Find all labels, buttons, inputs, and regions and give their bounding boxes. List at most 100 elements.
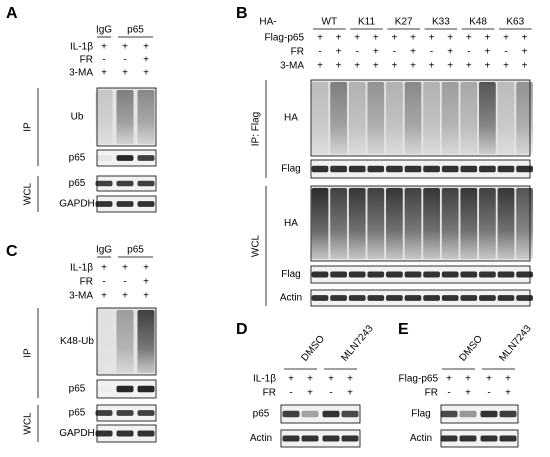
blot-label: HA [284,218,298,229]
blot-label: GAPDH [59,428,95,439]
panel: D DMSO MLN7243 IL-1β + + + + FR - + - + p65 Actin [236,321,376,448]
condition-sign: + [410,61,416,72]
blot-band [137,180,155,187]
group-label: WCL [251,234,262,257]
condition-sign: + [410,47,416,58]
condition-label: FR [263,388,276,399]
lane-header: WT [322,17,338,28]
blot-band [386,271,403,278]
blot-label: HA [284,113,298,124]
blot-smear [479,82,496,154]
condition-sign: + [410,33,416,44]
blot-band [116,430,134,437]
condition-label: FR [425,388,438,399]
lane-header: K27 [395,17,413,28]
condition-sign: + [354,61,360,72]
blot-band [282,410,300,418]
condition-sign: + [447,33,453,44]
condition-sign: - [123,55,126,66]
condition-sign: - [102,277,105,288]
condition-sign: + [505,374,511,385]
blot-band [404,271,422,278]
condition-sign: + [466,33,472,44]
blot-smear [330,188,347,259]
blot-band [497,271,515,278]
condition-sign: + [101,263,107,274]
lane-header: DMSO [299,333,327,363]
condition-sign: + [447,61,453,72]
condition-label: FR [80,55,93,66]
blot-smear [423,82,440,154]
condition-sign: + [122,263,128,274]
blot-band [460,165,478,173]
blot-band [404,295,422,301]
blot-band [516,271,533,278]
condition-sign: + [347,374,353,385]
blot-band [441,271,459,278]
blot-band [460,295,478,301]
condition-label: IL-1β [70,42,93,53]
blot-band [440,435,458,442]
condition-sign: - [430,47,433,58]
condition-sign: + [143,68,149,79]
blot-band [95,410,113,416]
condition-label: FR [80,277,93,288]
blot-label: Flag [281,164,300,175]
blot-band [341,410,359,418]
condition-sign: - [393,47,396,58]
header-prefix: HA- [259,17,276,28]
group-label: IP [23,122,34,132]
blot-band [386,295,403,301]
condition-sign: + [486,374,492,385]
lane-header: IgG [96,245,112,256]
blot-smear [460,188,478,259]
blot-smear [441,82,459,154]
blot-band [497,165,515,173]
blot-band [367,271,385,278]
condition-label: 3-MA [69,291,93,302]
blot-band [137,155,155,161]
blot-band [282,435,300,442]
blot-band [116,180,134,187]
blot-band [137,430,155,437]
blot-label: Actin [410,433,432,444]
condition-sign: + [347,388,353,399]
blot-band [137,410,155,416]
condition-sign: + [317,61,323,72]
blot-band [301,435,319,442]
blot-label: Flag [281,269,300,280]
panel-label: B [236,5,248,22]
blot-label: GAPDH [59,199,95,210]
blot-smear [367,188,385,259]
condition-sign: + [503,33,509,44]
condition-sign: + [484,47,490,58]
panel-label: D [236,321,248,338]
condition-label: IL-1β [70,263,93,274]
blot-smear [516,188,533,259]
condition-label: Flag-p65 [399,374,439,385]
blot-band [95,155,113,161]
condition-sign: + [466,61,472,72]
blot-band [459,410,477,418]
blot-band [95,180,113,187]
group-label: IP: Flag [251,112,262,146]
lane-header: DMSO [457,333,485,363]
blot-band [480,410,498,418]
condition-sign: + [307,388,313,399]
blot-band [348,271,366,278]
condition-sign: - [318,47,321,58]
blot-smear [497,82,515,154]
blot-smear [479,188,496,259]
group-label: WCL [23,412,34,435]
blot-band [499,410,517,418]
condition-label: Flag-p65 [265,33,305,44]
condition-sign: + [484,33,490,44]
condition-sign: + [317,33,323,44]
blot-band [116,410,134,416]
condition-sign: + [446,374,452,385]
blot-smear [423,188,440,259]
blot-band [367,165,385,173]
condition-sign: - [467,47,470,58]
condition-sign: + [522,33,528,44]
